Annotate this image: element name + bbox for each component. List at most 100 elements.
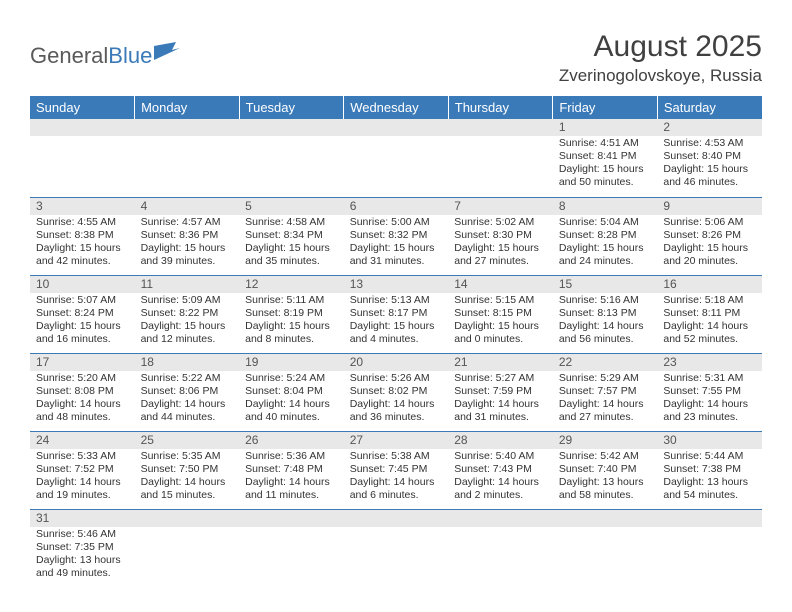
- day-number-bar: 25: [135, 432, 240, 449]
- day-number-bar-empty: [30, 119, 135, 136]
- day-number: 23: [657, 354, 762, 371]
- sunrise-text: Sunrise: 5:29 AM: [559, 372, 652, 385]
- weekday-header: Tuesday: [239, 96, 344, 119]
- sunset-text: Sunset: 8:38 PM: [36, 229, 129, 242]
- daylight-text: Daylight: 13 hours and 54 minutes.: [663, 476, 756, 502]
- day-number: 24: [30, 432, 135, 449]
- day-details: Sunrise: 5:26 AMSunset: 8:02 PMDaylight:…: [344, 371, 449, 428]
- day-number-bar: 26: [239, 432, 344, 449]
- sunrise-text: Sunrise: 4:57 AM: [141, 216, 234, 229]
- calendar-day-cell: [344, 119, 449, 197]
- sunset-text: Sunset: 8:34 PM: [245, 229, 338, 242]
- daylight-text: Daylight: 15 hours and 31 minutes.: [350, 242, 443, 268]
- sunrise-text: Sunrise: 4:55 AM: [36, 216, 129, 229]
- sunrise-text: Sunrise: 5:02 AM: [454, 216, 547, 229]
- day-number: 14: [448, 276, 553, 293]
- sunset-text: Sunset: 7:35 PM: [36, 541, 129, 554]
- calendar-day-cell: 22Sunrise: 5:29 AMSunset: 7:57 PMDayligh…: [553, 353, 658, 431]
- weekday-header: Wednesday: [344, 96, 449, 119]
- sunset-text: Sunset: 8:11 PM: [663, 307, 756, 320]
- daylight-text: Daylight: 15 hours and 39 minutes.: [141, 242, 234, 268]
- day-details: Sunrise: 5:00 AMSunset: 8:32 PMDaylight:…: [344, 215, 449, 272]
- logo-flag-icon: [154, 42, 182, 60]
- calendar-day-cell: [239, 119, 344, 197]
- sunset-text: Sunset: 8:02 PM: [350, 385, 443, 398]
- sunrise-text: Sunrise: 5:36 AM: [245, 450, 338, 463]
- logo-text-2: Blue: [108, 43, 152, 69]
- day-details: Sunrise: 5:11 AMSunset: 8:19 PMDaylight:…: [239, 293, 344, 350]
- calendar-day-cell: 11Sunrise: 5:09 AMSunset: 8:22 PMDayligh…: [135, 275, 240, 353]
- day-details: Sunrise: 5:16 AMSunset: 8:13 PMDaylight:…: [553, 293, 658, 350]
- day-details: Sunrise: 4:55 AMSunset: 8:38 PMDaylight:…: [30, 215, 135, 272]
- sunset-text: Sunset: 8:32 PM: [350, 229, 443, 242]
- daylight-text: Daylight: 14 hours and 11 minutes.: [245, 476, 338, 502]
- calendar-day-cell: 5Sunrise: 4:58 AMSunset: 8:34 PMDaylight…: [239, 197, 344, 275]
- sunrise-text: Sunrise: 5:09 AM: [141, 294, 234, 307]
- sunset-text: Sunset: 7:38 PM: [663, 463, 756, 476]
- sunset-text: Sunset: 7:52 PM: [36, 463, 129, 476]
- calendar-week-row: 1Sunrise: 4:51 AMSunset: 8:41 PMDaylight…: [30, 119, 762, 197]
- day-number-bar: 13: [344, 276, 449, 293]
- sunrise-text: Sunrise: 5:31 AM: [663, 372, 756, 385]
- day-number-bar: 2: [657, 119, 762, 136]
- daylight-text: Daylight: 15 hours and 27 minutes.: [454, 242, 547, 268]
- sunset-text: Sunset: 8:24 PM: [36, 307, 129, 320]
- day-number: 21: [448, 354, 553, 371]
- calendar-day-cell: [657, 509, 762, 587]
- daylight-text: Daylight: 14 hours and 19 minutes.: [36, 476, 129, 502]
- calendar-week-row: 3Sunrise: 4:55 AMSunset: 8:38 PMDaylight…: [30, 197, 762, 275]
- sunset-text: Sunset: 8:19 PM: [245, 307, 338, 320]
- weekday-header: Monday: [135, 96, 240, 119]
- daylight-text: Daylight: 14 hours and 2 minutes.: [454, 476, 547, 502]
- sunrise-text: Sunrise: 5:35 AM: [141, 450, 234, 463]
- day-number: 30: [657, 432, 762, 449]
- day-number: 15: [553, 276, 658, 293]
- calendar-day-cell: 13Sunrise: 5:13 AMSunset: 8:17 PMDayligh…: [344, 275, 449, 353]
- sunrise-text: Sunrise: 5:00 AM: [350, 216, 443, 229]
- sunset-text: Sunset: 7:40 PM: [559, 463, 652, 476]
- sunrise-text: Sunrise: 5:16 AM: [559, 294, 652, 307]
- sunrise-text: Sunrise: 5:38 AM: [350, 450, 443, 463]
- day-number-bar: 7: [448, 198, 553, 215]
- daylight-text: Daylight: 15 hours and 16 minutes.: [36, 320, 129, 346]
- day-details: Sunrise: 4:51 AMSunset: 8:41 PMDaylight:…: [553, 136, 658, 193]
- daylight-text: Daylight: 15 hours and 12 minutes.: [141, 320, 234, 346]
- day-number: 20: [344, 354, 449, 371]
- day-number: 17: [30, 354, 135, 371]
- calendar-day-cell: 21Sunrise: 5:27 AMSunset: 7:59 PMDayligh…: [448, 353, 553, 431]
- day-number-bar-empty: [239, 510, 344, 527]
- daylight-text: Daylight: 15 hours and 42 minutes.: [36, 242, 129, 268]
- day-number: 27: [344, 432, 449, 449]
- calendar-day-cell: 10Sunrise: 5:07 AMSunset: 8:24 PMDayligh…: [30, 275, 135, 353]
- day-number: 18: [135, 354, 240, 371]
- sunrise-text: Sunrise: 5:42 AM: [559, 450, 652, 463]
- sunrise-text: Sunrise: 5:40 AM: [454, 450, 547, 463]
- daylight-text: Daylight: 15 hours and 0 minutes.: [454, 320, 547, 346]
- day-number-bar: 4: [135, 198, 240, 215]
- sunset-text: Sunset: 8:06 PM: [141, 385, 234, 398]
- day-details: Sunrise: 5:20 AMSunset: 8:08 PMDaylight:…: [30, 371, 135, 428]
- day-number-bar: 21: [448, 354, 553, 371]
- sunset-text: Sunset: 7:45 PM: [350, 463, 443, 476]
- day-number: 10: [30, 276, 135, 293]
- day-number-bar: 5: [239, 198, 344, 215]
- location: Zverinogolovskoye, Russia: [559, 66, 762, 86]
- title-block: August 2025 Zverinogolovskoye, Russia: [559, 30, 762, 86]
- day-number-bar: 11: [135, 276, 240, 293]
- sunset-text: Sunset: 8:08 PM: [36, 385, 129, 398]
- sunrise-text: Sunrise: 5:33 AM: [36, 450, 129, 463]
- day-number: 7: [448, 198, 553, 215]
- day-number-bar: 31: [30, 510, 135, 527]
- calendar-day-cell: 18Sunrise: 5:22 AMSunset: 8:06 PMDayligh…: [135, 353, 240, 431]
- calendar-day-cell: 14Sunrise: 5:15 AMSunset: 8:15 PMDayligh…: [448, 275, 553, 353]
- sunset-text: Sunset: 8:40 PM: [663, 150, 756, 163]
- day-number-bar: 18: [135, 354, 240, 371]
- day-details: Sunrise: 4:57 AMSunset: 8:36 PMDaylight:…: [135, 215, 240, 272]
- calendar-day-cell: 1Sunrise: 4:51 AMSunset: 8:41 PMDaylight…: [553, 119, 658, 197]
- daylight-text: Daylight: 15 hours and 8 minutes.: [245, 320, 338, 346]
- sunrise-text: Sunrise: 5:18 AM: [663, 294, 756, 307]
- weekday-header: Sunday: [30, 96, 135, 119]
- day-number-bar-empty: [344, 510, 449, 527]
- day-details: Sunrise: 5:44 AMSunset: 7:38 PMDaylight:…: [657, 449, 762, 506]
- sunset-text: Sunset: 8:28 PM: [559, 229, 652, 242]
